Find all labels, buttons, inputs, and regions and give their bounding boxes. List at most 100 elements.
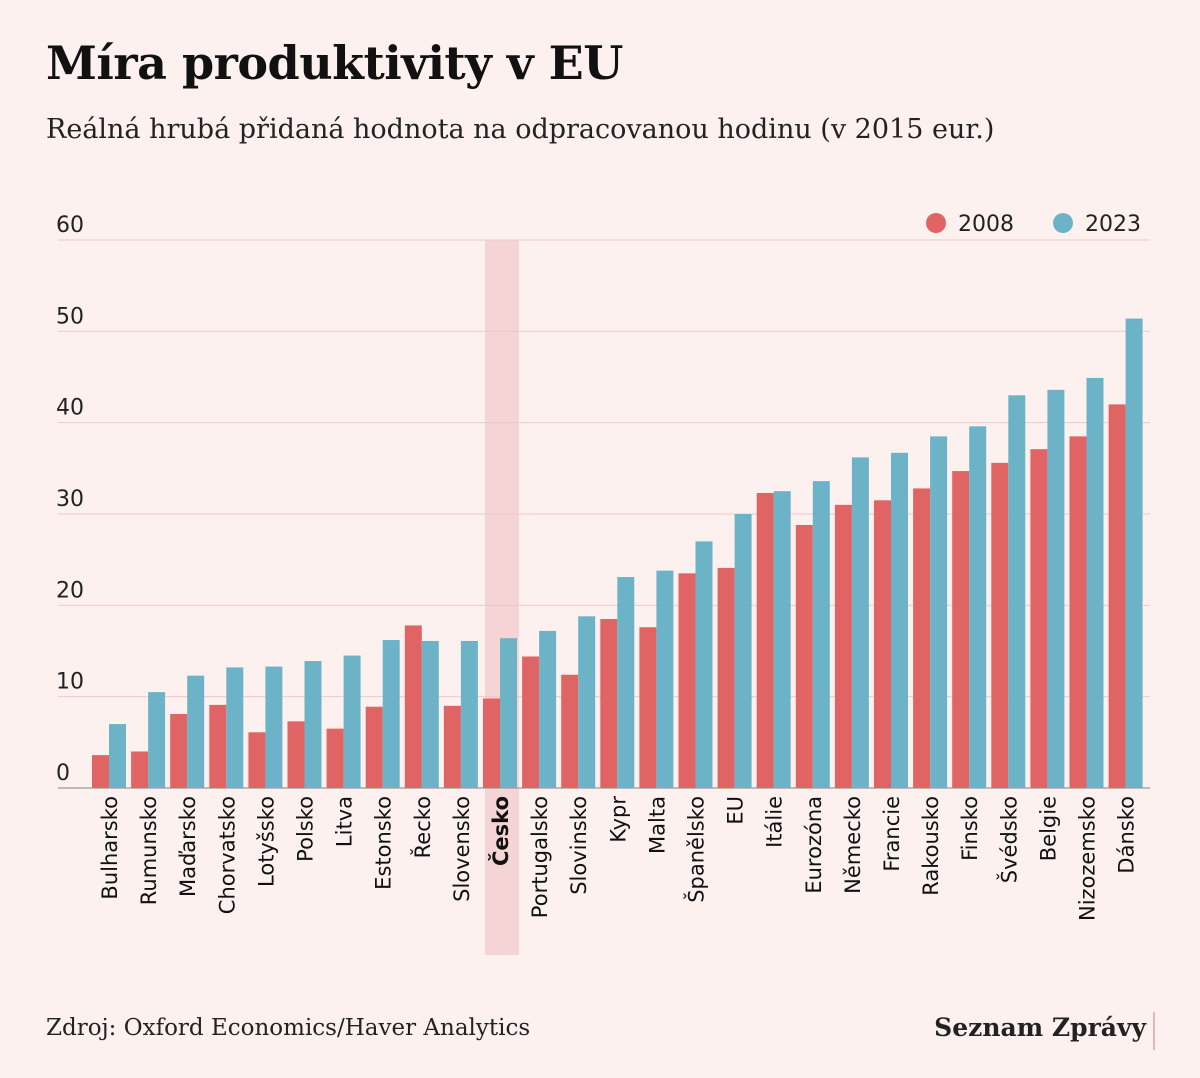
bar-2023 [187, 675, 205, 788]
bar-2023 [851, 457, 869, 788]
bar-2023 [695, 541, 713, 788]
bar-2008 [834, 504, 852, 788]
y-tick-label: 40 [56, 396, 84, 421]
bar-2023 [1125, 318, 1143, 788]
bar-2008 [678, 573, 696, 788]
bar-2008 [287, 721, 305, 788]
category-label: Chorvatsko [215, 796, 239, 914]
bar-2023 [226, 667, 244, 788]
category-label: Rumunsko [137, 796, 161, 905]
category-label: Rakousko [919, 796, 943, 896]
category-label: Španělsko [684, 796, 709, 903]
category-label: Polsko [294, 796, 318, 862]
bar-2023 [969, 426, 987, 788]
bar-2008 [1069, 436, 1087, 788]
bar-2023 [734, 514, 752, 788]
bar-2023 [1086, 377, 1104, 788]
bar-2023 [617, 577, 635, 788]
bar-2023 [1008, 395, 1026, 788]
bar-2008 [1108, 404, 1126, 788]
bar-2023 [773, 491, 791, 788]
bar-2008 [874, 500, 891, 788]
category-label: Lotyšsko [254, 796, 278, 887]
bar-2023 [382, 640, 400, 788]
bar-2008 [600, 619, 618, 788]
category-label: Finsko [958, 796, 982, 861]
category-label: Slovinsko [567, 796, 591, 895]
bar-2023 [304, 661, 322, 788]
category-label: Itálie [763, 796, 787, 848]
category-label: Švédsko [996, 796, 1021, 883]
bar-2023 [500, 638, 517, 788]
bar-2008 [131, 751, 149, 788]
legend-marker [926, 213, 946, 233]
source-note: Zdroj: Oxford Economics/Haver Analytics [46, 1015, 531, 1041]
bar-2023 [265, 666, 283, 788]
y-tick-label: 0 [56, 761, 70, 786]
category-label: Německo [841, 796, 865, 894]
y-tick-label: 60 [56, 213, 84, 238]
category-label: Francie [880, 796, 904, 872]
bar-2008 [92, 755, 109, 788]
legend-marker [1053, 213, 1073, 233]
category-label: Kypr [606, 796, 630, 843]
bar-2023 [539, 630, 557, 788]
category-label: Belgie [1036, 796, 1060, 861]
highlight-layer [485, 240, 519, 955]
bar-2008 [170, 714, 188, 788]
bar-2008 [561, 674, 579, 788]
category-label: Slovensko [450, 796, 474, 902]
category-label: Eurozóna [802, 796, 826, 894]
labels-layer: 0 10 20 30 40 50 60 Bulharsko Rumunsko Maďarsko Ch… [56, 213, 1139, 921]
bar-2023 [578, 616, 596, 788]
category-label: Estonsko [372, 796, 396, 890]
bar-2023 [891, 452, 908, 788]
bar-chart: 0 10 20 30 40 50 60 Bulharsko Rumunsko Maďarsko Ch… [56, 212, 1150, 955]
bar-2008 [756, 492, 774, 788]
bar-2008 [326, 728, 344, 788]
bar-2008 [991, 462, 1009, 788]
bar-2023 [930, 436, 948, 788]
y-tick-label: 30 [56, 487, 84, 512]
category-label: Portugalsko [528, 796, 552, 918]
category-label: Česko [488, 796, 513, 866]
bar-2008 [522, 656, 540, 788]
bar-2008 [209, 704, 227, 788]
category-label: Malta [645, 796, 669, 854]
bar-2023 [109, 724, 126, 788]
bars-layer [92, 318, 1143, 788]
bar-2023 [460, 640, 478, 788]
bar-2008 [483, 698, 500, 788]
category-label: Nizozemsko [1076, 796, 1100, 921]
bar-2008 [443, 705, 461, 788]
bar-2008 [365, 706, 383, 788]
bar-2023 [656, 570, 674, 788]
category-label: Litva [333, 796, 357, 847]
chart-title: Míra produktivity v EU [46, 36, 623, 90]
y-tick-label: 10 [56, 670, 84, 695]
bar-2008 [795, 524, 813, 788]
bar-2023 [421, 640, 439, 788]
category-label: Maďarsko [176, 796, 200, 897]
bar-2008 [913, 488, 931, 788]
legend-label: 2008 [958, 212, 1014, 237]
brand-logo: Seznam Zprávy [934, 1013, 1146, 1042]
bar-2008 [404, 625, 422, 788]
bar-2023 [148, 692, 166, 788]
category-label: Bulharsko [98, 796, 122, 900]
legend-label: 2023 [1085, 212, 1141, 237]
bar-2023 [1047, 389, 1065, 788]
bar-2008 [639, 627, 657, 788]
chart-subtitle: Reálná hrubá přidaná hodnota na odpracov… [46, 114, 995, 145]
legend: 2008 2023 [926, 212, 1141, 237]
highlight-band [485, 240, 519, 955]
bar-2008 [1030, 449, 1048, 788]
bar-2023 [812, 481, 830, 788]
category-label: Řecko [410, 796, 435, 858]
bar-2008 [717, 567, 735, 788]
category-label: EU [724, 796, 748, 825]
y-tick-label: 20 [56, 578, 84, 603]
bar-2023 [343, 655, 361, 788]
bar-2008 [248, 732, 266, 788]
y-tick-label: 50 [56, 304, 84, 329]
